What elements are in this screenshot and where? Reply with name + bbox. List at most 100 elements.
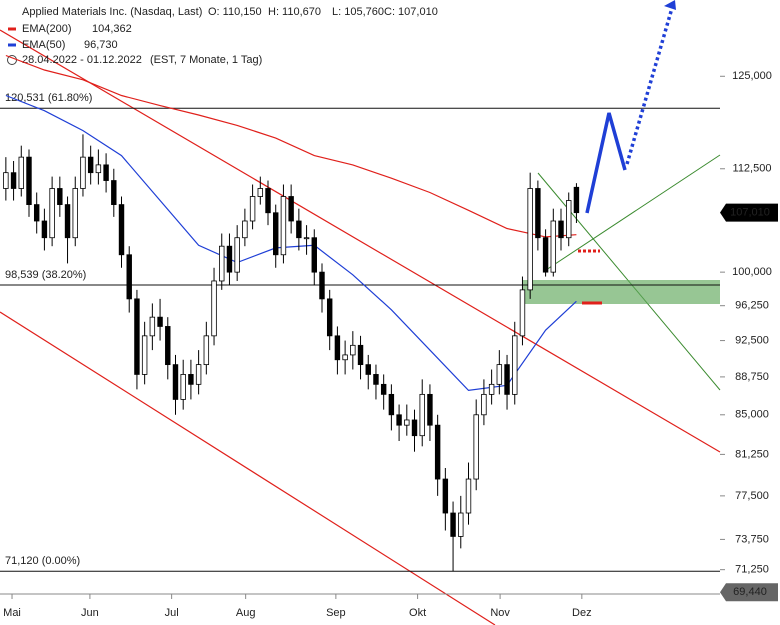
legend-value: 96,730	[84, 39, 118, 51]
candle-body	[535, 188, 541, 239]
fib-label: 71,120 (0.00%)	[5, 555, 80, 567]
candle-body	[57, 188, 63, 205]
candle-body	[49, 188, 55, 239]
candle-body	[558, 220, 564, 239]
y-tick-label: 96,250	[735, 300, 769, 312]
y-tick-label: 125,000	[732, 70, 772, 82]
candle-body	[95, 164, 102, 174]
candle-body	[41, 220, 48, 239]
candle-body	[203, 335, 210, 366]
candle-body	[149, 316, 156, 337]
candle-body	[326, 298, 333, 337]
ema-line	[5, 94, 577, 392]
x-tick-label: Nov	[490, 607, 510, 619]
candle-body	[303, 237, 310, 240]
candle-body	[134, 298, 140, 375]
candle-body	[311, 237, 317, 273]
candle-body	[334, 335, 341, 361]
candle-body	[72, 188, 78, 239]
candle-body	[33, 204, 40, 222]
candle-body	[249, 196, 256, 222]
x-tick-label: Aug	[236, 607, 256, 619]
candle-body	[157, 316, 163, 327]
ema-line	[5, 54, 577, 238]
candle-body	[357, 344, 364, 366]
candle-body	[26, 156, 32, 205]
y-tick-label: 77,500	[735, 490, 769, 502]
candle-body	[288, 196, 294, 222]
candle-body	[365, 364, 371, 375]
annotations	[0, 0, 721, 625]
candle-body	[481, 393, 487, 416]
candle-body	[442, 478, 449, 514]
candle-body	[219, 245, 225, 282]
candle-body	[519, 289, 526, 337]
price-badge-label: 69,440	[733, 586, 767, 598]
y-tick-label: 100,000	[732, 266, 772, 278]
fib-label: 120,531 (61.80%)	[5, 92, 92, 104]
candle-body	[242, 220, 248, 239]
price-badge	[720, 583, 778, 602]
candle-body	[234, 237, 240, 273]
fib-label: 98,539 (38.20%)	[5, 269, 86, 281]
channel-lower	[0, 311, 496, 625]
candle-body	[195, 364, 202, 385]
candle-body	[118, 204, 125, 256]
title: Applied Materials Inc. (Nasdaq, Last)	[22, 6, 202, 18]
x-tick-label: Sep	[326, 607, 346, 619]
candle-body	[273, 212, 279, 256]
quote-close: C: 107,010	[384, 6, 438, 18]
candle-body	[3, 172, 9, 189]
triangle-lower	[545, 154, 721, 271]
legend-swatch	[8, 27, 16, 31]
candle-body	[550, 220, 557, 273]
candle-body	[419, 393, 425, 437]
candle-body	[180, 374, 186, 400]
legend-value: 104,362	[92, 23, 132, 35]
candle-body	[411, 419, 418, 437]
candle-body	[542, 237, 549, 273]
candle-body	[512, 335, 518, 395]
x-tick-label: Mai	[3, 607, 21, 619]
candle-body	[80, 156, 86, 189]
x-tick-label: Dez	[572, 607, 592, 619]
support-zone	[523, 280, 720, 304]
candle-body	[280, 196, 287, 256]
candle-body	[342, 354, 348, 361]
y-tick-label: 85,000	[735, 409, 769, 421]
candle-body	[265, 188, 271, 214]
y-tick-label: 92,500	[735, 334, 769, 346]
price-badge	[720, 203, 778, 222]
header: Applied Materials Inc. (Nasdaq, Last) O:…	[7, 6, 438, 66]
candle-body	[296, 220, 302, 239]
price-badge-label: 107,010	[730, 207, 770, 219]
candle-body	[373, 374, 379, 385]
quote-low: L: 105,760	[332, 6, 384, 18]
y-tick-label: 73,750	[735, 533, 769, 545]
candle-body	[473, 414, 479, 480]
candle-body	[257, 188, 264, 197]
candle-body	[527, 188, 533, 291]
candle-body	[434, 424, 441, 480]
legend-name: EMA(50)	[22, 39, 65, 51]
candle-body	[211, 280, 217, 337]
candle-body	[141, 335, 148, 375]
candle-body	[111, 180, 117, 205]
candle-body	[458, 512, 464, 537]
candle-body	[380, 383, 387, 395]
candle-body	[18, 156, 24, 189]
y-tick-label: 81,250	[735, 448, 769, 460]
x-tick-label: Jun	[81, 607, 99, 619]
candle-body	[319, 271, 325, 300]
candle-body	[188, 374, 194, 385]
candle-body	[504, 364, 510, 395]
candle-body	[488, 383, 495, 395]
candle-body	[87, 156, 94, 174]
candle-body	[566, 200, 572, 239]
x-tick-label: Jul	[165, 607, 179, 619]
y-tick-label: 88,750	[735, 371, 769, 383]
candle-body	[465, 478, 472, 514]
candle-body	[396, 414, 402, 426]
candle-body	[427, 393, 433, 426]
